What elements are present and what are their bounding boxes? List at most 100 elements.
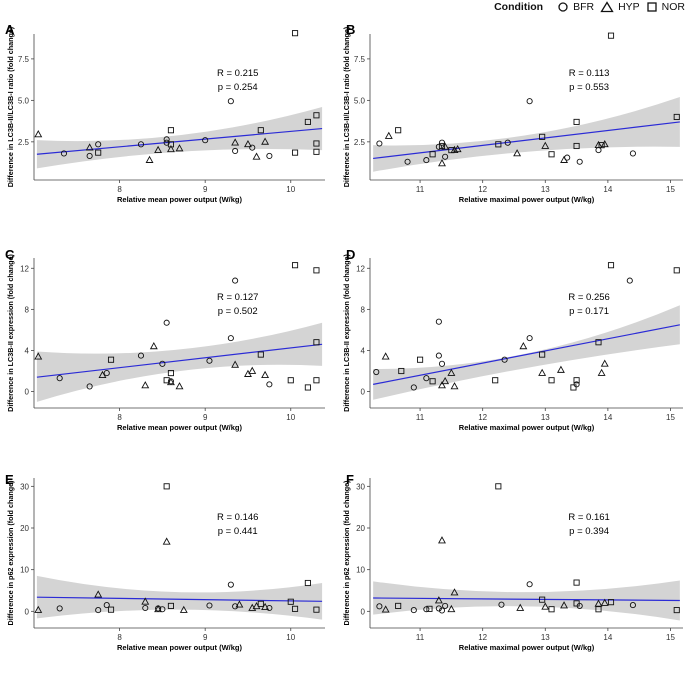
- p-value: p = 0.441: [218, 526, 258, 537]
- data-point-nor: [539, 351, 546, 358]
- data-point-bfr: [435, 318, 442, 325]
- data-point-hyp: [231, 360, 240, 368]
- data-point-hyp: [175, 144, 184, 152]
- data-point-bfr: [95, 141, 102, 148]
- data-point-nor: [291, 262, 299, 269]
- data-point-bfr: [373, 368, 380, 376]
- data-point-bfr: [202, 137, 209, 144]
- data-point-hyp: [162, 537, 171, 545]
- data-point-bfr: [163, 139, 170, 146]
- data-point-hyp: [438, 159, 446, 167]
- x-tick-label: 10: [286, 633, 295, 642]
- data-point-hyp: [600, 359, 609, 367]
- x-tick-label: 9: [203, 633, 208, 642]
- data-point-hyp: [94, 590, 103, 598]
- data-point-nor: [167, 127, 174, 134]
- y-axis-title: Difference in p62 expression (fold chang…: [342, 480, 351, 626]
- data-point-hyp: [252, 152, 261, 160]
- x-axis-title: Relative mean power output (W/kg): [117, 423, 243, 432]
- p-value: p = 0.553: [569, 82, 609, 93]
- data-point-nor: [438, 142, 446, 150]
- regression-line: [36, 596, 323, 602]
- data-point-hyp: [560, 601, 569, 609]
- data-point-nor: [539, 596, 546, 603]
- y-tick-label: 12: [20, 264, 29, 273]
- data-point-bfr: [227, 98, 234, 105]
- legend: Condition BFR HYP NOR: [494, 0, 685, 14]
- data-point-bfr: [423, 157, 430, 164]
- data-point-bfr: [95, 607, 102, 614]
- data-point-nor: [598, 142, 605, 149]
- data-point-nor: [495, 141, 502, 148]
- data-point-hyp: [248, 366, 257, 374]
- y-tick-label: 12: [356, 264, 365, 273]
- data-point-nor: [313, 339, 320, 346]
- y-axis-title: Difference in LC3B-II expression (fold c…: [342, 254, 351, 412]
- data-point-hyp: [450, 588, 459, 596]
- data-point-bfr: [376, 140, 383, 147]
- y-tick-label: 2.5: [18, 138, 30, 147]
- data-point-nor: [291, 605, 299, 612]
- data-point-bfr: [438, 360, 446, 367]
- data-point-bfr: [595, 147, 602, 154]
- data-point-nor: [313, 148, 320, 155]
- r-value: R = 0.113: [569, 68, 610, 79]
- data-point-nor: [673, 267, 680, 274]
- regression-line: [36, 343, 323, 378]
- data-point-hyp: [516, 603, 525, 611]
- data-point-bfr: [498, 601, 505, 608]
- y-tick-label: 5.0: [354, 96, 366, 105]
- panel-e: E 8 9 10 0 10 20 30 Relative mean power output (…: [5, 472, 325, 652]
- data-point-nor: [607, 599, 615, 606]
- data-point-nor: [163, 377, 170, 384]
- y-tick-label: 8: [25, 305, 30, 314]
- panel-label: B: [346, 22, 355, 37]
- confidence-band: [373, 580, 680, 621]
- panel-label: C: [5, 247, 15, 262]
- data-point-hyp: [441, 376, 450, 385]
- data-point-nor: [573, 377, 580, 384]
- data-point-bfr: [629, 602, 636, 609]
- data-point-hyp: [141, 597, 150, 605]
- data-point-hyp: [175, 382, 184, 390]
- data-point-bfr: [442, 602, 449, 609]
- y-tick-label: 10: [356, 566, 365, 575]
- data-point-nor: [607, 32, 615, 39]
- data-point-bfr: [86, 152, 93, 159]
- data-point-bfr: [438, 139, 446, 146]
- data-point-bfr: [423, 606, 430, 613]
- legend-label-bfr: BFR: [573, 1, 595, 13]
- data-point-bfr: [142, 604, 149, 612]
- data-point-nor: [573, 579, 580, 586]
- data-point-nor: [573, 118, 580, 125]
- data-point-hyp: [384, 131, 393, 139]
- data-point-bfr: [206, 602, 213, 609]
- data-point-bfr: [435, 605, 442, 612]
- data-point-nor: [313, 377, 320, 384]
- x-tick-label: 9: [203, 185, 208, 194]
- y-tick-label: 30: [356, 482, 365, 491]
- data-point-hyp: [34, 352, 43, 360]
- p-value: p = 0.502: [218, 306, 258, 317]
- data-point-bfr: [435, 143, 442, 150]
- data-point-nor: [429, 151, 436, 158]
- data-point-nor: [548, 151, 555, 158]
- data-point-hyp: [600, 598, 609, 606]
- x-tick-label: 8: [117, 413, 122, 422]
- regression-line: [373, 121, 680, 160]
- data-point-hyp: [594, 140, 603, 149]
- data-point-hyp: [438, 536, 446, 544]
- data-point-nor: [573, 142, 580, 150]
- y-tick-label: 0: [361, 388, 366, 397]
- data-point-hyp: [450, 145, 459, 153]
- circle-marker-icon: [558, 2, 568, 12]
- data-point-hyp: [538, 368, 547, 376]
- r-value: R = 0.161: [568, 512, 609, 523]
- y-tick-label: 20: [20, 524, 29, 533]
- panel-label: F: [346, 472, 354, 487]
- data-point-bfr: [103, 370, 110, 377]
- data-point-nor: [167, 141, 174, 148]
- data-point-nor: [257, 127, 264, 134]
- data-point-hyp: [381, 605, 390, 613]
